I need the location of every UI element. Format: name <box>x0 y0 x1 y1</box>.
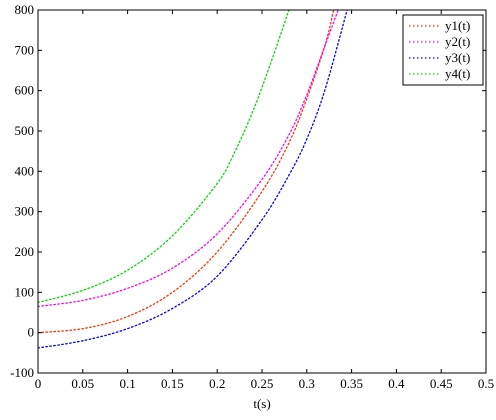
x-tick-label: 0.45 <box>430 376 453 391</box>
x-axis-label: t(s) <box>253 396 270 411</box>
x-tick-label: 0.15 <box>161 376 184 391</box>
x-tick-label: 0.25 <box>251 376 274 391</box>
y-tick-label: 0 <box>28 325 35 340</box>
series-line-1 <box>38 10 335 334</box>
series-line-4 <box>38 10 290 304</box>
legend-label-2: y2(t) <box>445 34 470 49</box>
ticks-layer: 0 0.05 0.1 0.15 0.2 0.25 0.3 0.35 0.4 0.45 0.5 -100… <box>10 2 494 391</box>
x-tick-label: 0.05 <box>71 376 94 391</box>
y-tick-label: 400 <box>15 163 35 178</box>
y-tick-label: -100 <box>10 365 34 380</box>
legend: y1(t)y2(t)y3(t)y4(t) <box>402 14 484 86</box>
y-tick-label: 500 <box>15 123 35 138</box>
x-tick-label: 0.3 <box>299 376 315 391</box>
legend-label-3: y3(t) <box>445 50 470 65</box>
x-tick-label: 0.5 <box>478 376 494 391</box>
y-tick-label: 200 <box>15 244 35 259</box>
y-tick-label: 700 <box>15 42 35 57</box>
x-tick-label: 0 <box>35 376 42 391</box>
x-tick-label: 0.35 <box>340 376 363 391</box>
x-tick-label: 0.4 <box>388 376 405 391</box>
y-tick-label: 800 <box>15 2 35 17</box>
x-tick-label: 0.1 <box>119 376 135 391</box>
legend-label-4: y4(t) <box>445 66 470 81</box>
legend-box <box>402 14 484 86</box>
y-tick-label: 600 <box>15 83 35 98</box>
series-layer <box>38 10 348 349</box>
y-tick-label: 100 <box>15 284 35 299</box>
x-tick-label: 0.2 <box>209 376 225 391</box>
legend-label-1: y1(t) <box>445 18 470 33</box>
y-tick-label: 300 <box>15 204 35 219</box>
series-line-2 <box>38 10 339 308</box>
series-line-3 <box>38 10 348 349</box>
